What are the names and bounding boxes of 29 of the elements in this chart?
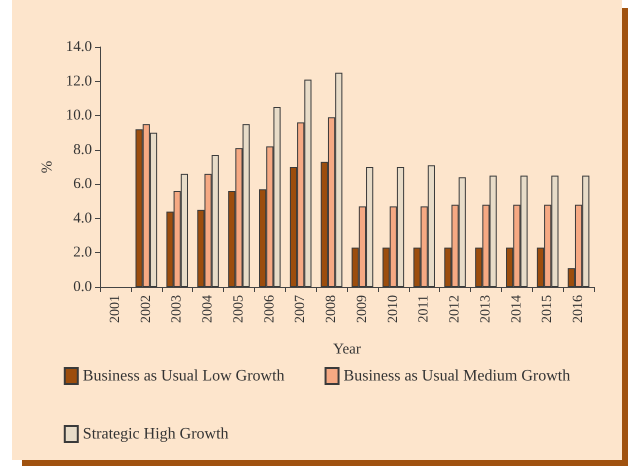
y-tick-label: 2.0 bbox=[73, 244, 92, 261]
x-tick-label: 2014 bbox=[509, 295, 524, 323]
y-tick-label: 4.0 bbox=[73, 210, 92, 226]
x-axis-title: Year bbox=[333, 342, 361, 358]
y-tick-label: 8.0 bbox=[73, 142, 92, 158]
legend-label: Strategic High Growth bbox=[82, 426, 229, 442]
x-tick-label: 2013 bbox=[478, 295, 494, 323]
x-tick-label: 2009 bbox=[354, 295, 370, 323]
x-tick-label: 2015 bbox=[540, 295, 556, 323]
x-tick-label: 2007 bbox=[293, 295, 308, 323]
x-tick-label: 2005 bbox=[231, 295, 246, 323]
y-tick-label: 12.0 bbox=[66, 73, 92, 90]
x-tick-label: 2004 bbox=[200, 295, 216, 323]
legend-label: Business as Usual Medium Growth bbox=[344, 368, 570, 384]
y-tick-label: 6.0 bbox=[73, 176, 92, 192]
legend-label: Business as Usual Low Growth bbox=[82, 368, 285, 384]
x-tick-label: 2001 bbox=[108, 295, 123, 323]
x-tick-label: 2003 bbox=[170, 295, 185, 323]
x-tick-label: 2002 bbox=[138, 295, 154, 323]
x-tick-label: 2008 bbox=[324, 295, 340, 323]
x-tick-label: 2016 bbox=[571, 295, 586, 323]
y-tick-label: 0.0 bbox=[73, 279, 92, 295]
x-tick-label: 2010 bbox=[386, 295, 401, 323]
x-tick-label: 2011 bbox=[416, 295, 432, 322]
x-tick-label: 2012 bbox=[448, 295, 463, 323]
y-axis-title: % bbox=[39, 160, 56, 174]
x-tick-label: 2006 bbox=[262, 295, 278, 323]
y-tick-label: 10.0 bbox=[66, 108, 92, 124]
y-tick-label: 14.0 bbox=[66, 39, 92, 55]
